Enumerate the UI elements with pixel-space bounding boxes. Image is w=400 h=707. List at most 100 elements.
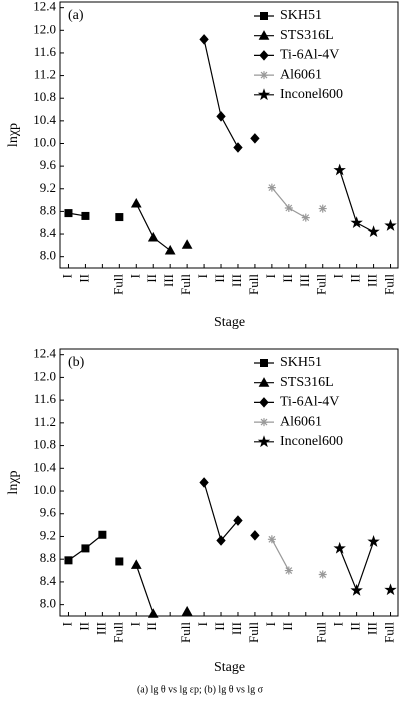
data-point [384, 219, 397, 231]
data-point [267, 183, 276, 192]
data-point [233, 142, 243, 153]
x-tick-label: II [76, 622, 91, 631]
y-tick-label: 12.0 [33, 368, 56, 383]
y-tick-label: 10.0 [33, 134, 56, 149]
y-tick-label: 11.2 [34, 414, 56, 429]
panel-label: (b) [68, 355, 85, 370]
y-tick-label: 8.0 [40, 248, 56, 263]
x-tick-label: I [263, 274, 278, 278]
x-tick-label: Full [110, 274, 125, 295]
y-tick-label: 11.2 [34, 67, 56, 82]
y-tick-label: 11.6 [34, 44, 57, 59]
legend-marker [257, 88, 271, 101]
y-tick-label: 10.8 [33, 89, 56, 104]
y-tick-label: 12.0 [33, 21, 56, 36]
y-tick-label: 9.2 [40, 527, 56, 542]
x-tick-label: III [229, 622, 244, 635]
y-tick-label: 8.4 [40, 225, 57, 240]
legend-marker [260, 12, 268, 20]
data-point [181, 605, 193, 616]
x-tick-label: I [59, 622, 74, 626]
y-axis-label: lnχp [6, 470, 21, 494]
y-tick-label: 10.0 [33, 482, 56, 497]
data-point [367, 225, 380, 238]
legend-label: Al6061 [280, 67, 322, 82]
data-point [98, 530, 107, 539]
x-tick-label: I [263, 622, 278, 626]
panel-label: (a) [68, 8, 84, 23]
x-tick-label: II [144, 622, 159, 631]
data-point [216, 111, 226, 122]
y-tick-label: 8.0 [40, 596, 56, 611]
x-tick-label: I [127, 274, 142, 278]
y-tick-label: 10.4 [33, 112, 56, 127]
data-point [250, 530, 260, 541]
data-point [318, 204, 327, 213]
x-tick-label: Full [110, 622, 125, 643]
x-tick-label: I [331, 622, 346, 626]
series-line [135, 203, 171, 251]
x-tick-label: Full [382, 274, 397, 295]
data-point [350, 216, 363, 229]
data-point [284, 566, 293, 575]
legend-marker [260, 71, 268, 80]
y-tick-label: 10.4 [33, 459, 56, 474]
y-axis-label: lnχp [6, 123, 21, 147]
data-point [64, 556, 73, 565]
legend-marker [258, 30, 270, 40]
legend-label: Al6061 [280, 414, 322, 429]
data-point [333, 541, 346, 554]
data-point [81, 211, 90, 220]
data-point [284, 204, 293, 213]
legend-marker [260, 359, 268, 367]
data-point [367, 535, 380, 547]
x-tick-label: I [195, 622, 210, 626]
legend-label: SKH51 [280, 355, 322, 370]
plot-frame [59, 348, 399, 617]
y-tick-label: 12.4 [33, 0, 56, 14]
y-tick-label: 8.8 [40, 550, 56, 565]
legend-marker [258, 377, 270, 387]
data-point [130, 197, 142, 208]
data-point [130, 559, 142, 569]
x-tick-label: I [127, 622, 142, 626]
data-point [216, 535, 226, 546]
x-tick-label: II [144, 274, 159, 283]
data-point [333, 163, 346, 176]
data-point [250, 133, 260, 144]
x-tick-label: II [212, 274, 227, 283]
legend-label: Ti-6Al-4V [280, 48, 339, 63]
data-point [181, 239, 193, 249]
x-tick-label: Full [382, 622, 397, 643]
x-tick-label: III [365, 274, 380, 287]
data-point [115, 213, 124, 222]
x-tick-label: I [195, 274, 210, 278]
x-tick-label: Full [314, 622, 329, 643]
legend-marker [259, 50, 269, 61]
x-tick-label: III [365, 622, 380, 635]
y-tick-label: 10.8 [33, 437, 56, 452]
x-axis-label: Stage [214, 660, 245, 675]
data-point [81, 544, 90, 553]
data-point [384, 583, 397, 596]
legend-label: SKH51 [280, 8, 322, 23]
x-tick-label: Full [178, 274, 193, 295]
y-tick-label: 9.6 [40, 157, 57, 172]
data-point [267, 535, 276, 544]
legend-label: Ti-6Al-4V [280, 395, 339, 410]
data-point [318, 570, 327, 579]
legend-marker [260, 418, 268, 427]
legend-label: STS316L [280, 375, 334, 390]
x-tick-label: III [161, 274, 176, 287]
x-tick-label: II [280, 622, 295, 631]
data-point [147, 231, 159, 242]
y-tick-label: 9.6 [40, 505, 57, 520]
data-point [199, 34, 209, 45]
legend-label: Inconel600 [280, 434, 343, 449]
data-point [164, 244, 176, 255]
data-point [147, 608, 159, 618]
y-tick-label: 8.8 [40, 202, 56, 217]
series-line [271, 539, 290, 571]
x-tick-label: III [229, 274, 244, 287]
